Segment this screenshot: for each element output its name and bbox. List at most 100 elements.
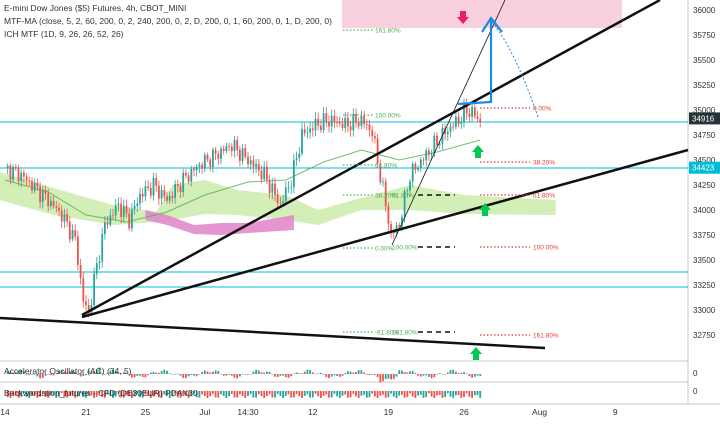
oscillator-bar bbox=[168, 373, 171, 374]
candle-body bbox=[77, 236, 79, 266]
oscillator-bar bbox=[203, 370, 206, 374]
candle bbox=[317, 112, 320, 131]
oscillator-bar bbox=[268, 371, 271, 374]
backwardation-bar bbox=[347, 391, 349, 398]
candle bbox=[338, 116, 341, 127]
accelerator-oscillator-label[interactable]: Accelerator Oscillator (AC) (34, 5) bbox=[4, 366, 132, 376]
oscillator-bar bbox=[185, 374, 187, 379]
backwardation-bar bbox=[476, 391, 479, 396]
candle-body bbox=[257, 163, 260, 171]
oscillator-bar bbox=[220, 373, 222, 375]
symbol-title[interactable]: E-mini Dow Jones ($5) Futures, 4h, CBOT_… bbox=[4, 3, 187, 13]
backwardation-bar bbox=[198, 391, 201, 398]
candle bbox=[209, 157, 212, 172]
candle bbox=[152, 172, 155, 201]
backwardation-bar bbox=[87, 391, 90, 395]
candle bbox=[247, 152, 249, 169]
candle-body bbox=[58, 207, 60, 211]
oscillator-bar bbox=[36, 374, 39, 377]
candle-body bbox=[271, 183, 274, 193]
candle bbox=[82, 271, 85, 308]
candle bbox=[290, 180, 293, 194]
time-tick-label: 21 bbox=[81, 407, 91, 417]
oscillator-bar bbox=[179, 374, 182, 376]
candle bbox=[360, 110, 363, 129]
candle bbox=[222, 145, 225, 155]
oscillator-bar bbox=[363, 372, 365, 374]
oscillator-bar bbox=[271, 374, 274, 375]
oscillator-bar bbox=[149, 372, 152, 374]
backwardation-bar bbox=[284, 391, 287, 397]
indicator-ich-mtf-label[interactable]: ICH MTF (1D, 9, 26, 26, 52, 26) bbox=[4, 29, 124, 39]
oscillator-bar bbox=[436, 374, 438, 375]
backwardation-bar bbox=[341, 391, 344, 396]
oscillator-bar bbox=[322, 374, 325, 375]
backwardation-bar bbox=[411, 391, 414, 397]
candle-body bbox=[338, 122, 341, 124]
candle-body bbox=[309, 128, 311, 133]
backwardation-bar bbox=[55, 391, 58, 398]
candle-body bbox=[401, 217, 403, 228]
candle-body bbox=[39, 186, 41, 202]
oscillator-bar bbox=[257, 370, 260, 374]
backwardation-bar bbox=[47, 391, 50, 398]
candle bbox=[101, 227, 104, 268]
backwardation-bar bbox=[171, 391, 174, 397]
candle bbox=[60, 204, 63, 229]
oscillator-bar bbox=[12, 372, 14, 374]
candle bbox=[349, 120, 352, 137]
backwardation-bar bbox=[74, 391, 77, 398]
backwardation-bar bbox=[222, 391, 225, 396]
price-tick-label: 36000 bbox=[693, 6, 716, 15]
backwardation-bar bbox=[376, 391, 379, 398]
candle bbox=[120, 197, 122, 224]
candle bbox=[398, 222, 401, 230]
price-tick-label: 34000 bbox=[693, 206, 716, 215]
candle-body bbox=[44, 190, 47, 194]
oscillator-bar bbox=[382, 374, 384, 382]
backwardation-bar bbox=[395, 391, 398, 398]
candle bbox=[106, 216, 109, 229]
signal-down-arrow bbox=[457, 11, 469, 24]
candle bbox=[14, 164, 17, 171]
backwardation-pane-label[interactable]: Backwardation_futures - CFD (DE30EUR) PD… bbox=[4, 388, 198, 398]
backwardation-bar bbox=[336, 391, 338, 397]
candle-body bbox=[71, 230, 74, 240]
trendline-falling bbox=[0, 316, 546, 350]
oscillator-bar bbox=[33, 374, 36, 375]
candle-body bbox=[68, 221, 71, 240]
candle bbox=[147, 180, 149, 191]
candle bbox=[422, 156, 425, 166]
candle bbox=[41, 185, 44, 209]
time-tick-label: Jul bbox=[199, 407, 210, 417]
candle-body bbox=[376, 138, 379, 164]
candle-body bbox=[260, 170, 263, 180]
candle-body bbox=[411, 163, 414, 182]
backwardation-bar bbox=[128, 391, 131, 396]
candle-body bbox=[9, 165, 12, 180]
candle-body bbox=[422, 159, 425, 161]
candle-body bbox=[301, 129, 303, 154]
candle bbox=[249, 155, 252, 170]
candle bbox=[198, 161, 201, 174]
fibonacci-left-levels: 161.80% 100.00% 61.80% 38.20% 0.00% -61.80% bbox=[343, 28, 401, 337]
candle bbox=[214, 147, 217, 161]
candle-body bbox=[168, 195, 171, 201]
indicator-mtf-ma-label[interactable]: MTF-MA (close, 5, 2, 60, 200, 0, 2, 240,… bbox=[4, 16, 332, 26]
oscillator-bar bbox=[87, 370, 90, 374]
backwardation-bar bbox=[133, 391, 136, 397]
oscillator-bar bbox=[333, 374, 336, 376]
candle bbox=[174, 179, 176, 204]
candle bbox=[187, 172, 190, 185]
candle-body bbox=[365, 124, 368, 125]
backwardation-bar bbox=[252, 391, 255, 398]
candle-body bbox=[241, 148, 244, 161]
backwardation-bar bbox=[406, 391, 409, 398]
backwardation-bar bbox=[209, 391, 212, 397]
backwardation-bar bbox=[147, 391, 149, 396]
candle-body bbox=[306, 132, 309, 134]
backwardation-bar bbox=[436, 391, 438, 396]
backwardation-bar bbox=[371, 391, 374, 394]
